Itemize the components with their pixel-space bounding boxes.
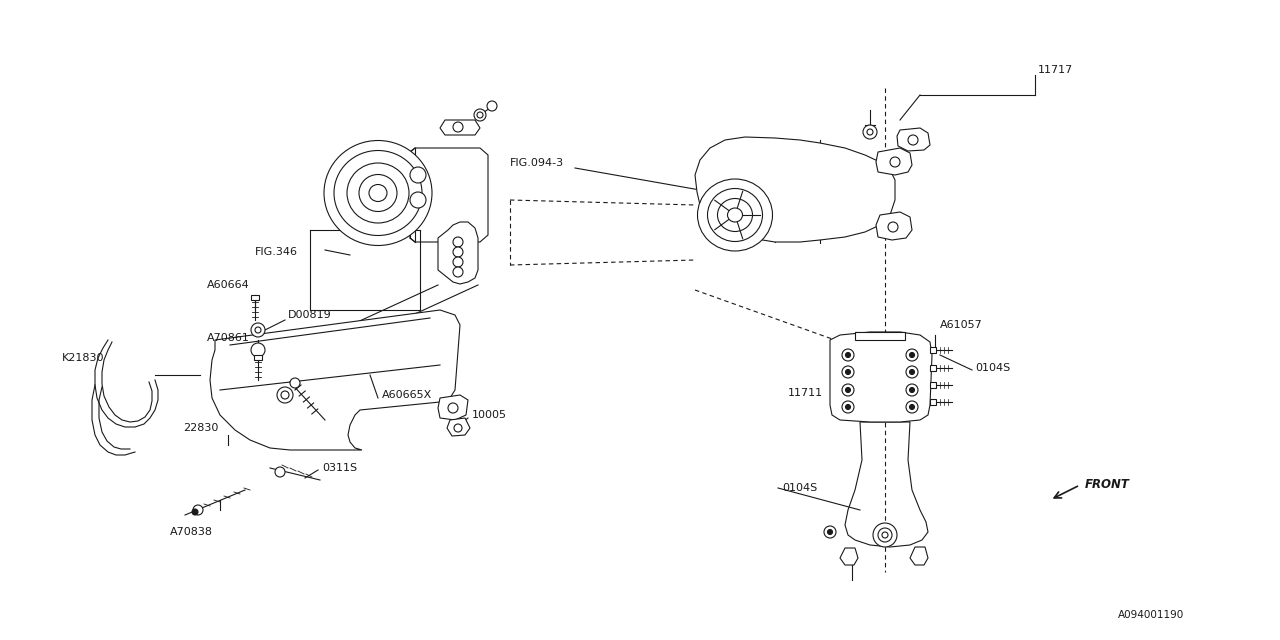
Polygon shape	[876, 148, 911, 175]
Circle shape	[873, 523, 897, 547]
Ellipse shape	[324, 141, 433, 246]
Circle shape	[910, 353, 914, 358]
Circle shape	[276, 387, 293, 403]
Text: A61057: A61057	[940, 320, 983, 330]
Ellipse shape	[708, 189, 763, 241]
Polygon shape	[876, 212, 911, 240]
Circle shape	[827, 529, 832, 534]
Circle shape	[192, 509, 198, 515]
Text: 10005: 10005	[472, 410, 507, 420]
Polygon shape	[845, 422, 928, 547]
Circle shape	[448, 403, 458, 413]
Text: A094001190: A094001190	[1117, 610, 1184, 620]
Polygon shape	[910, 547, 928, 565]
Ellipse shape	[347, 163, 410, 223]
Circle shape	[410, 167, 426, 183]
Circle shape	[454, 424, 462, 432]
Circle shape	[824, 526, 836, 538]
Circle shape	[906, 384, 918, 396]
Bar	[251, 295, 259, 300]
Ellipse shape	[727, 208, 742, 222]
Circle shape	[882, 532, 888, 538]
Circle shape	[842, 349, 854, 361]
Circle shape	[453, 237, 463, 247]
Text: 0311S: 0311S	[323, 463, 357, 473]
Ellipse shape	[334, 150, 422, 236]
Polygon shape	[440, 120, 480, 135]
Circle shape	[888, 222, 899, 232]
Bar	[931, 399, 936, 405]
Text: A60665X: A60665X	[381, 390, 433, 400]
Bar	[931, 382, 936, 388]
Circle shape	[846, 353, 850, 358]
Circle shape	[275, 467, 285, 477]
Text: K21830: K21830	[61, 353, 105, 363]
Circle shape	[890, 157, 900, 167]
Circle shape	[910, 369, 914, 374]
Circle shape	[255, 327, 261, 333]
Ellipse shape	[358, 175, 397, 211]
Circle shape	[906, 366, 918, 378]
Circle shape	[474, 109, 486, 121]
Ellipse shape	[369, 184, 387, 202]
Bar	[931, 365, 936, 371]
Circle shape	[906, 349, 918, 361]
Circle shape	[410, 192, 426, 208]
Circle shape	[910, 387, 914, 392]
Bar	[931, 347, 936, 353]
Circle shape	[846, 369, 850, 374]
Polygon shape	[695, 137, 895, 242]
Text: A60664: A60664	[207, 280, 250, 290]
Polygon shape	[840, 548, 858, 565]
Text: 11711: 11711	[788, 388, 823, 398]
Text: FRONT: FRONT	[1085, 479, 1130, 492]
Circle shape	[906, 401, 918, 413]
Text: FIG.346: FIG.346	[255, 247, 298, 257]
Ellipse shape	[718, 198, 753, 232]
Circle shape	[863, 125, 877, 139]
Bar	[253, 355, 262, 360]
Polygon shape	[447, 418, 470, 436]
Circle shape	[193, 505, 204, 515]
Polygon shape	[438, 395, 468, 420]
Polygon shape	[410, 148, 488, 242]
Text: A70861: A70861	[207, 333, 250, 343]
Circle shape	[908, 135, 918, 145]
Polygon shape	[210, 310, 460, 450]
Circle shape	[486, 101, 497, 111]
Text: D00819: D00819	[288, 310, 332, 320]
Circle shape	[842, 401, 854, 413]
Circle shape	[477, 112, 483, 118]
Circle shape	[846, 404, 850, 410]
Circle shape	[453, 257, 463, 267]
Circle shape	[878, 528, 892, 542]
Text: 0104S: 0104S	[975, 363, 1010, 373]
Text: FIG.094-3: FIG.094-3	[509, 158, 564, 168]
Circle shape	[842, 366, 854, 378]
Text: 11717: 11717	[1038, 65, 1073, 75]
Polygon shape	[829, 332, 932, 422]
Circle shape	[251, 323, 265, 337]
Circle shape	[910, 404, 914, 410]
Polygon shape	[438, 222, 477, 284]
Text: A70838: A70838	[170, 527, 212, 537]
Circle shape	[453, 247, 463, 257]
Bar	[855, 332, 905, 340]
Circle shape	[291, 378, 300, 388]
Circle shape	[842, 384, 854, 396]
Text: 0104S: 0104S	[782, 483, 817, 493]
Circle shape	[846, 387, 850, 392]
Circle shape	[453, 267, 463, 277]
Circle shape	[453, 122, 463, 132]
Circle shape	[282, 391, 289, 399]
Text: 22830: 22830	[183, 423, 219, 433]
Circle shape	[867, 129, 873, 135]
Circle shape	[251, 343, 265, 357]
Polygon shape	[897, 128, 931, 151]
Ellipse shape	[698, 179, 773, 251]
